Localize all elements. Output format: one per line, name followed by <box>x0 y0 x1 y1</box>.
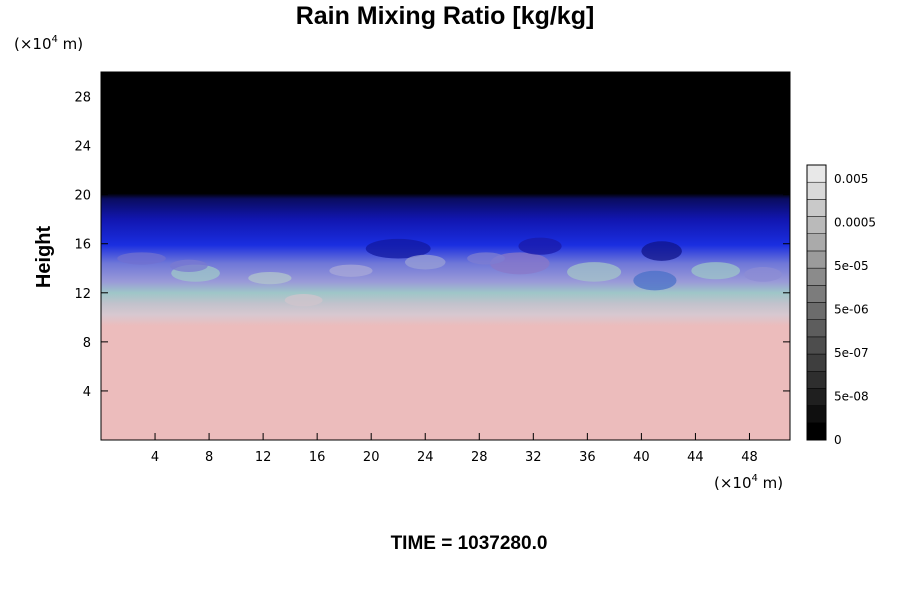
plot-area <box>100 71 791 441</box>
turbulent-eddy <box>248 271 292 285</box>
x-tick-label: 44 <box>687 450 704 465</box>
colorbar-level <box>806 250 827 269</box>
y-axis: 4 8 12 16 20 24 28 <box>74 91 790 400</box>
turbulent-eddy <box>404 254 446 270</box>
plot-frame <box>100 71 791 441</box>
x-axis-unit: (×104 m) <box>714 473 783 492</box>
colorbar-frame <box>806 164 827 441</box>
field-background <box>101 72 790 440</box>
colorbar-level <box>806 353 827 372</box>
colorbar-level <box>806 388 827 406</box>
x-tick-label: 28 <box>471 450 488 465</box>
x-tick-label: 24 <box>417 450 434 465</box>
x-axis: 4 8 12 16 20 24 28 32 36 40 44 48 <box>151 72 758 465</box>
turbulent-eddy <box>567 262 622 282</box>
colorbar-level <box>806 302 827 320</box>
x-tick-label: 16 <box>309 450 326 465</box>
colorbar-tick-label: 5e-06 <box>834 303 869 317</box>
x-tick-label: 4 <box>151 450 159 465</box>
turbulent-eddy <box>169 259 208 272</box>
turbulent-eddy <box>633 270 677 291</box>
colorbar-level <box>806 422 827 441</box>
colorbar-level <box>806 319 827 338</box>
colorbar-level <box>806 267 827 286</box>
y-tick-label: 28 <box>74 91 91 106</box>
colorbar-level <box>806 199 827 217</box>
x-tick-label: 8 <box>205 450 213 465</box>
colorbar-level <box>806 233 827 252</box>
time-label: TIME = 1037280.0 <box>391 533 548 554</box>
colorbar-tick-label: 0.005 <box>834 172 868 186</box>
colorbar-level <box>806 405 827 424</box>
colorbar-tick-label: 5e-07 <box>834 346 869 360</box>
y-axis-unit: (×104 m) <box>14 34 83 53</box>
x-tick-label: 20 <box>363 450 380 465</box>
turbulent-eddy <box>641 241 682 261</box>
colorbar-level <box>806 336 827 355</box>
y-tick-label: 20 <box>74 189 91 204</box>
x-tick-label: 48 <box>741 450 758 465</box>
turbulent-eddy <box>284 294 323 307</box>
y-tick-label: 16 <box>74 238 91 253</box>
colorbar-tick-label: 5e-05 <box>834 259 869 273</box>
colorbar-level <box>806 181 827 200</box>
colorbar-level <box>806 164 827 183</box>
turbulent-eddy <box>117 252 166 265</box>
y-tick-label: 8 <box>83 336 91 351</box>
chart-title: Rain Mixing Ratio [kg/kg] <box>296 2 595 30</box>
x-tick-label: 32 <box>525 450 542 465</box>
y-tick-label: 12 <box>74 287 91 302</box>
turbulent-eddy <box>490 252 550 275</box>
colorbar-tick-label: 0 <box>834 433 842 447</box>
colorbar-level <box>806 371 827 389</box>
turbulent-eddy <box>744 267 782 282</box>
turbulent-eddy <box>691 262 741 280</box>
y-axis-label: Height <box>33 226 55 289</box>
turbulent-eddy <box>329 264 373 277</box>
x-tick-label: 12 <box>255 450 272 465</box>
turbulent-eddy <box>518 237 562 255</box>
y-tick-label: 4 <box>83 385 91 400</box>
x-tick-label: 40 <box>633 450 650 465</box>
colorbar-level <box>806 285 827 303</box>
colorbar-tick-label: 0.0005 <box>834 216 876 230</box>
colorbar-level <box>806 216 827 234</box>
turbulent-eddy <box>365 238 431 259</box>
colorbar: 0.005 0.0005 5e-05 5e-06 5e-07 5e-08 0 <box>806 164 876 447</box>
turbulent-eddy <box>467 252 505 265</box>
colorbar-tick-label: 5e-08 <box>834 390 869 404</box>
y-tick-label: 24 <box>74 140 91 155</box>
x-tick-label: 36 <box>579 450 596 465</box>
